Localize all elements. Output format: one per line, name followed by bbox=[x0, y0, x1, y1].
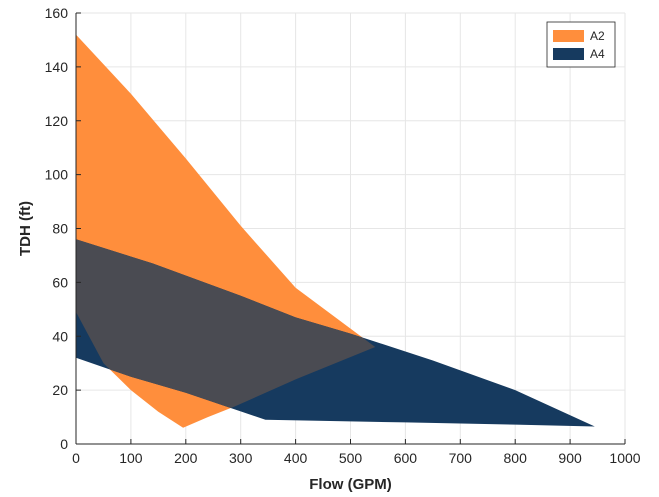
axes bbox=[75, 12, 626, 445]
legend-label-a2: A2 bbox=[590, 29, 605, 43]
x-tick-label-1: 100 bbox=[119, 450, 143, 466]
y-tick-label-8: 160 bbox=[45, 5, 69, 21]
x-tick-label-3: 300 bbox=[229, 450, 253, 466]
tick-labels: 0 100 200 300 400 500 600 700 800 900 1000 0 20 40 60 8… bbox=[45, 5, 641, 466]
legend-box bbox=[546, 21, 616, 68]
x-tick-label-7: 700 bbox=[449, 450, 473, 466]
series-overlap-area bbox=[76, 239, 376, 427]
y-tick-label-7: 140 bbox=[45, 59, 69, 75]
x-tick-label-0: 0 bbox=[72, 450, 80, 466]
y-tick-label-6: 120 bbox=[45, 113, 69, 129]
legend-swatch-a4 bbox=[553, 48, 584, 60]
y-tick-label-5: 100 bbox=[45, 167, 69, 183]
legend-swatch-a2 bbox=[553, 30, 584, 42]
legend-label-a4: A4 bbox=[590, 47, 605, 61]
x-tick-label-10: 1000 bbox=[609, 450, 640, 466]
y-tick-label-0: 0 bbox=[60, 436, 68, 452]
legend: A2 A4 bbox=[546, 21, 616, 68]
y-tick-label-2: 40 bbox=[52, 328, 68, 344]
y-tick-label-4: 80 bbox=[52, 221, 68, 237]
x-axis-label: Flow (GPM) bbox=[309, 476, 392, 493]
y-axis-label: TDH (ft) bbox=[17, 201, 34, 256]
x-tick-label-5: 500 bbox=[339, 450, 363, 466]
x-tick-label-6: 600 bbox=[394, 450, 418, 466]
x-tick-label-2: 200 bbox=[174, 450, 198, 466]
x-tick-label-8: 800 bbox=[504, 450, 528, 466]
y-tick-label-3: 60 bbox=[52, 274, 68, 290]
x-tick-label-9: 900 bbox=[558, 450, 582, 466]
x-tick-label-4: 400 bbox=[284, 450, 308, 466]
y-tick-label-1: 20 bbox=[52, 382, 68, 398]
series-layer bbox=[76, 34, 595, 428]
